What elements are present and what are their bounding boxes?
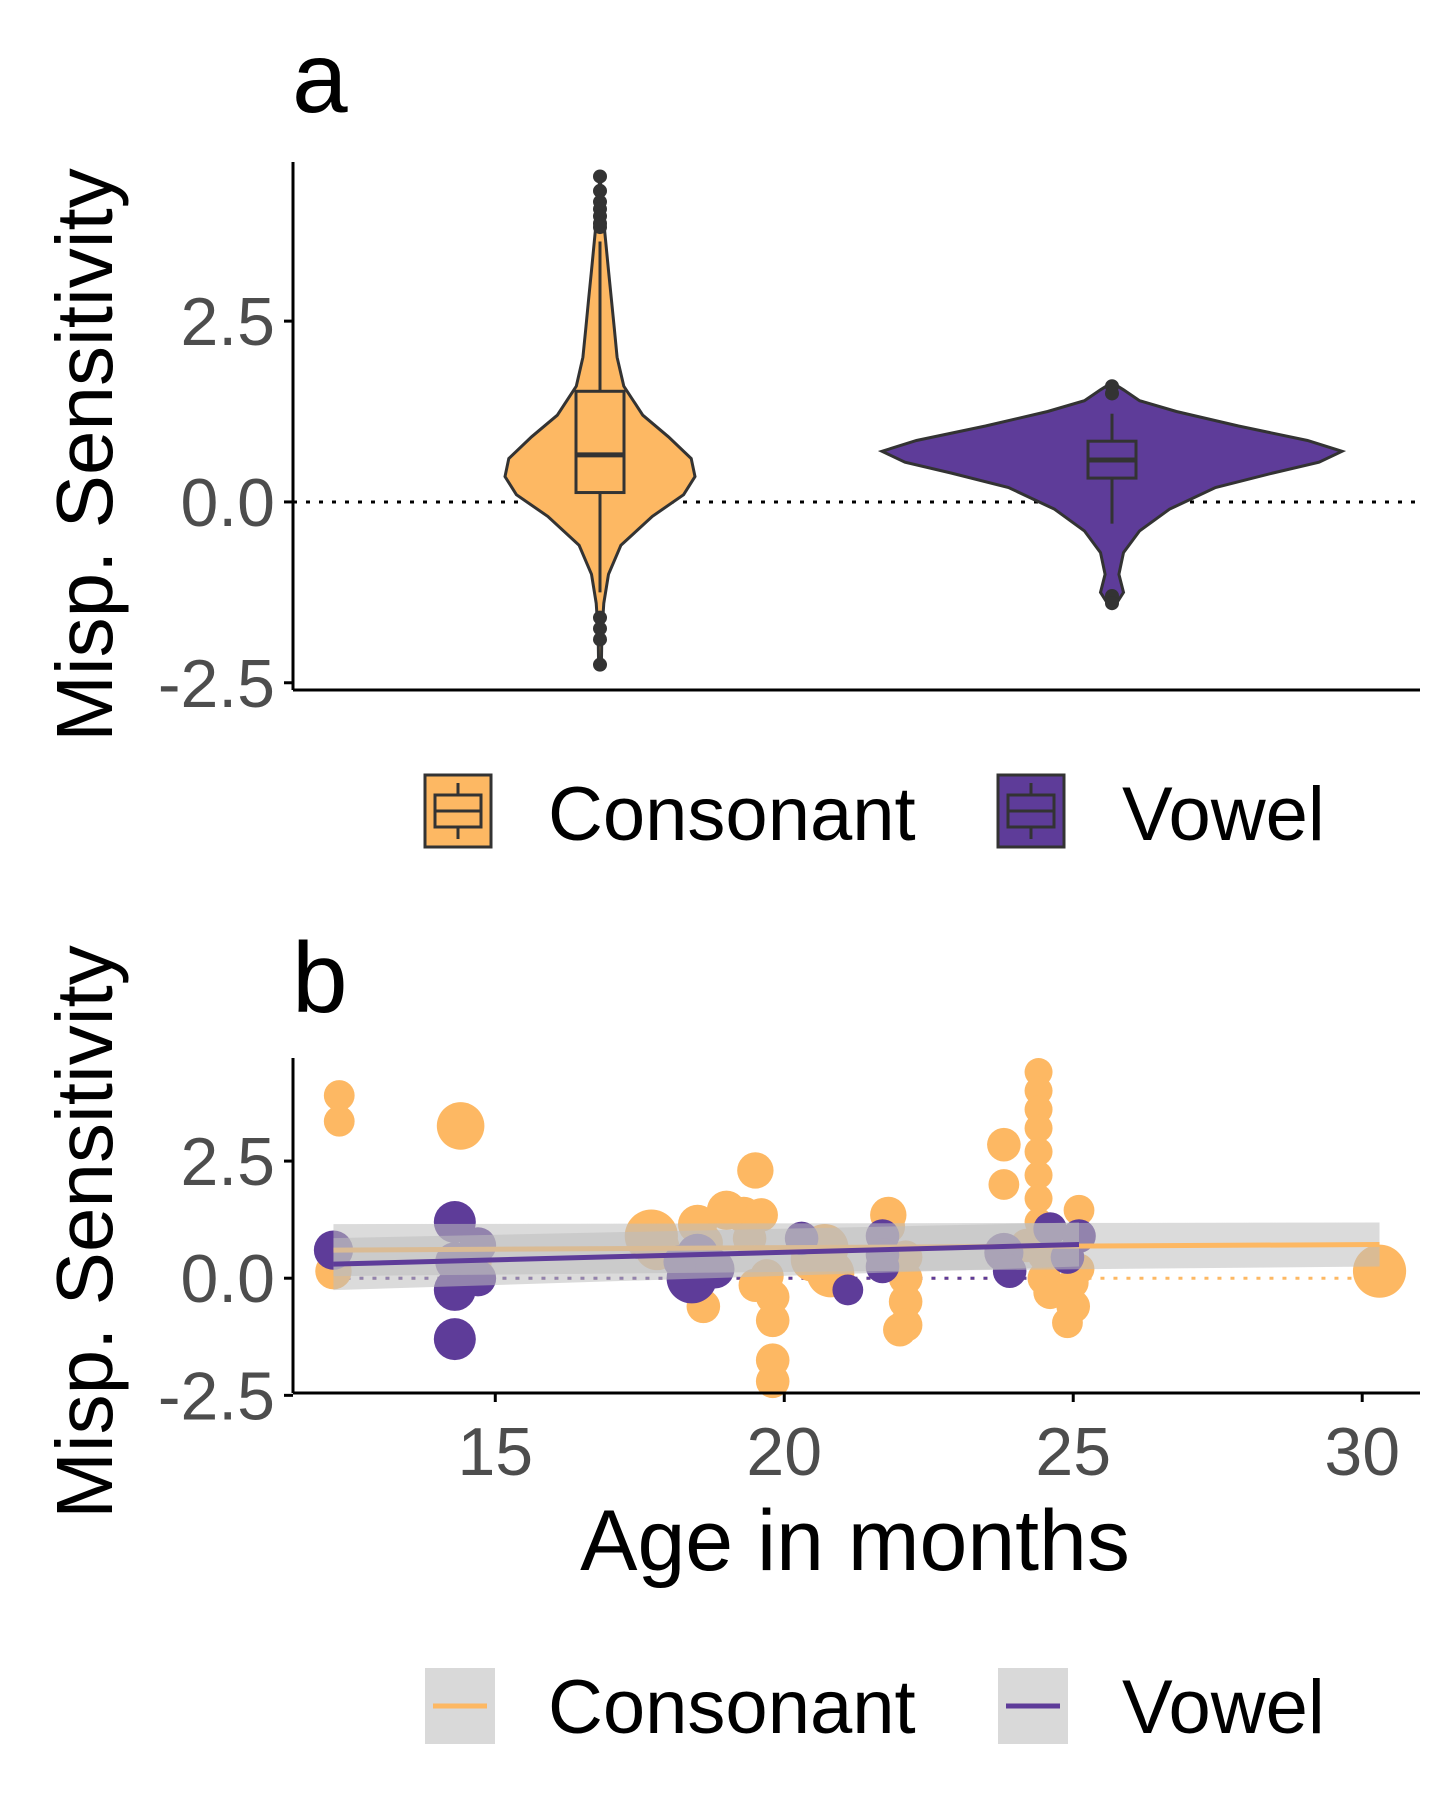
outlier-consonant [593,610,607,625]
fit-line-vowel [333,1241,1080,1267]
panel-a-y-tick-label: 0.0 [180,465,275,541]
point-consonant [988,1169,1020,1200]
outlier-consonant [593,169,607,184]
point-consonant [1056,1289,1091,1324]
panel-a-y-tick-label: 2.5 [180,284,275,360]
panel-a-label: a [292,22,348,134]
panel-b-x-tick-label: 30 [1324,1414,1400,1490]
legend-a: Consonant Vowel [423,772,1325,857]
panel-b-y-tick-label: 0.0 [180,1241,275,1317]
panel-b-y-tick-label: -2.5 [158,1358,275,1434]
legend-a-label-consonant: Consonant [548,772,916,857]
outlier-consonant [593,657,607,672]
legend-b: Consonant Vowel [425,1665,1325,1750]
panel-b-label: b [292,922,348,1034]
point-consonant [1024,1184,1053,1213]
point-consonant [987,1127,1021,1162]
outlier-consonant [593,183,607,198]
point-consonant [323,1080,355,1111]
panel-b-y-tick-label: 2.5 [180,1124,275,1200]
point-vowel [832,1274,864,1306]
point-consonant [883,1312,917,1347]
point-consonant [755,1364,790,1399]
point-consonant [1024,1137,1053,1166]
panel-a: -2.5 0.0 2.5 [158,162,1420,722]
point-consonant [888,1284,923,1319]
legend-a-label-vowel: Vowel [1122,772,1325,857]
panel-b: -2.5 0.0 2.5 15 20 25 30 [158,1058,1420,1490]
panel-a-y-tick-label: -2.5 [158,646,275,722]
point-consonant [1024,1161,1053,1190]
panel-a-ylabel: Misp. Sensitivity [40,168,129,741]
box-consonant [574,389,626,495]
outlier-consonant [593,220,607,235]
point-vowel [433,1318,476,1361]
outlier-consonant [593,632,607,647]
legend-b-label-vowel: Vowel [1122,1665,1325,1750]
outlier-consonant [593,621,607,636]
panel-b-x-tick-label: 25 [1035,1414,1111,1490]
point-consonant [1063,1194,1095,1226]
legend-b-label-consonant: Consonant [548,1665,916,1750]
outlier-vowel [1105,386,1119,401]
outlier-vowel [1105,596,1119,611]
point-consonant [1057,1267,1089,1299]
point-consonant [737,1152,774,1189]
panel-b-x-tick-label: 15 [457,1414,533,1490]
point-consonant [1024,1114,1053,1143]
point-consonant [755,1303,790,1338]
panel-b-ylabel: Misp. Sensitivity [40,945,129,1518]
point-consonant [323,1105,355,1137]
panel-b-xlabel: Age in months [580,1493,1130,1589]
panel-b-x-tick-label: 20 [746,1414,822,1490]
point-consonant [436,1102,485,1150]
